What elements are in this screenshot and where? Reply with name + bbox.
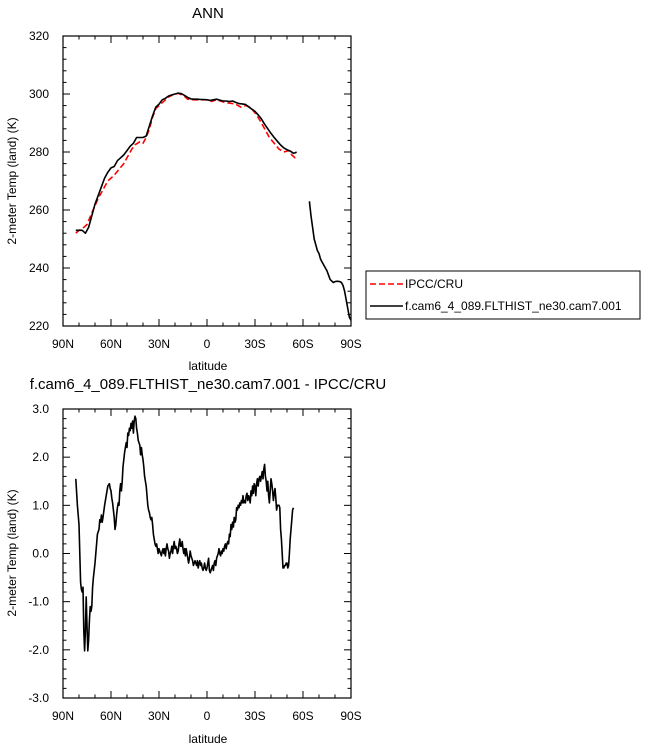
x-tick-label: 0 — [204, 337, 211, 351]
y-tick-label: 1.0 — [32, 498, 49, 512]
y-tick-label: -2.0 — [28, 643, 49, 657]
legend-label-ipcc-cru: IPCC/CRU — [405, 277, 463, 291]
chart-difference-ylabel: 2-meter Temp (land) (K) — [5, 489, 19, 616]
chart-difference-xlabel: latitude — [189, 732, 228, 746]
x-tick-label: 30S — [244, 337, 265, 351]
x-tick-label: 60N — [100, 337, 122, 351]
legend-box — [365, 270, 641, 320]
x-tick-label: 90S — [340, 709, 361, 723]
legend-label-model: f.cam6_4_089.FLTHIST_ne30.cam7.001 — [405, 299, 622, 313]
x-tick-label: 90N — [52, 709, 74, 723]
y-tick-label: 220 — [29, 319, 49, 333]
chart-difference-title: f.cam6_4_089.FLTHIST_ne30.cam7.001 - IPC… — [30, 376, 387, 393]
chart-ann-xlabel: latitude — [189, 359, 228, 373]
x-tick-label: 60N — [100, 709, 122, 723]
x-tick-label: 60S — [292, 337, 313, 351]
y-tick-label: -3.0 — [28, 691, 49, 705]
chart-difference-series — [75, 415, 295, 652]
x-tick-label: 0 — [204, 709, 211, 723]
y-tick-label: 260 — [29, 203, 49, 217]
chart-ann-frame — [62, 35, 352, 327]
chart-ann-ticks: 90N 60N 30N 0 30S 60S 90S 220 240 260 280 300 320 — [29, 29, 362, 351]
chart-ann-title: ANN — [192, 5, 224, 22]
x-tick-label: 90S — [340, 337, 361, 351]
chart-difference-frame — [62, 408, 352, 699]
y-tick-label: 2.0 — [32, 450, 49, 464]
y-tick-label: 280 — [29, 145, 49, 159]
x-tick-label: 30N — [148, 337, 170, 351]
x-tick-label: 60S — [292, 709, 313, 723]
y-tick-label: 240 — [29, 261, 49, 275]
x-tick-label: 30N — [148, 709, 170, 723]
y-tick-label: 320 — [29, 29, 49, 43]
series-line-1 — [75, 92, 297, 234]
chart-ann-ylabel: 2-meter Temp (land) (K) — [5, 117, 19, 244]
chart-ann-legend: IPCC/CRU f.cam6_4_089.FLTHIST_ne30.cam7.… — [365, 270, 641, 320]
x-tick-label: 30S — [244, 709, 265, 723]
y-tick-label: 300 — [29, 87, 49, 101]
series-line-1 — [308, 201, 352, 321]
series-line-0 — [75, 415, 295, 652]
x-tick-label: 90N — [52, 337, 74, 351]
chart-difference: f.cam6_4_089.FLTHIST_ne30.cam7.001 - IPC… — [5, 376, 386, 746]
chart-difference-ticks: 90N 60N 30N 0 30S 60S 90S -3.0 -2.0 -1.0 0.0 1.0 2.0… — [28, 402, 361, 723]
chart-ann: ANN 2-meter Temp (land) (K) latitude 90N… — [5, 5, 641, 373]
y-tick-label: 3.0 — [32, 402, 49, 416]
chart-ann-series — [75, 92, 352, 321]
y-tick-label: -1.0 — [28, 595, 49, 609]
y-tick-label: 0.0 — [32, 547, 49, 561]
